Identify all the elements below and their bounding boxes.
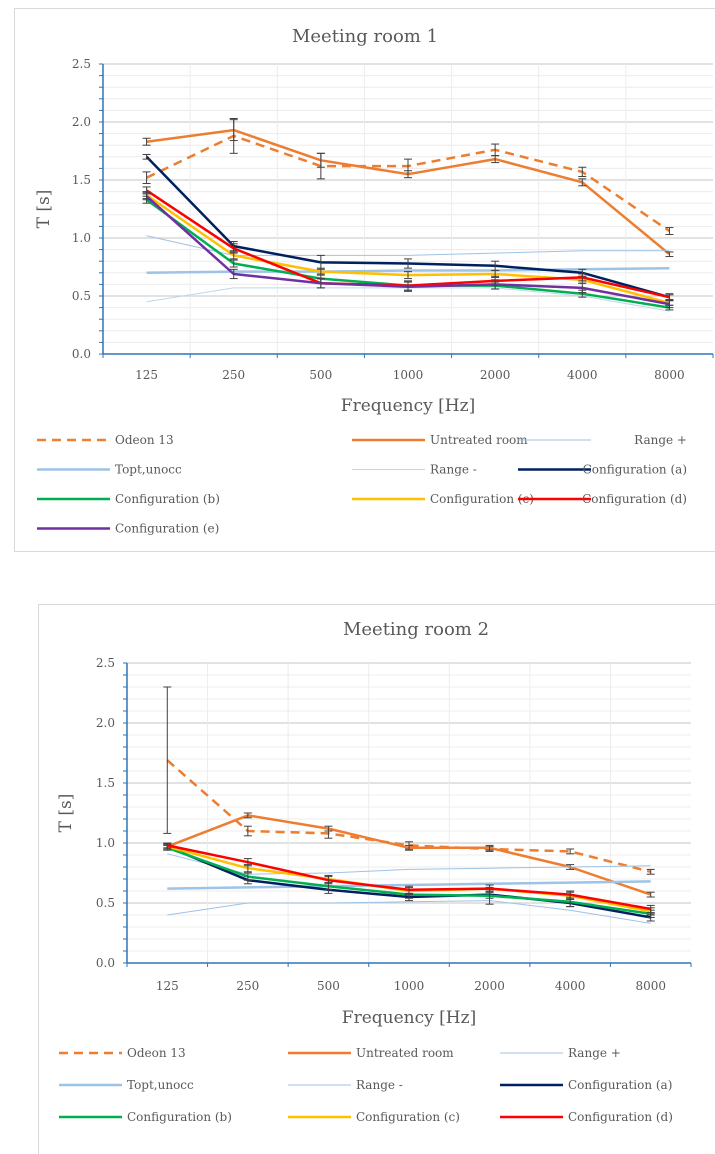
y-tick-label: 1.0 (72, 231, 91, 245)
x-tick-label: 4000 (555, 979, 586, 993)
series-line-topt-unocc (167, 880, 651, 890)
legend-label: Configuration (a) (568, 1078, 672, 1092)
legend-label: Odeon 13 (127, 1046, 186, 1060)
chart-title: Meeting room 2 (343, 619, 489, 640)
legend-label: Configuration (b) (127, 1110, 232, 1124)
y-tick-label: 1.5 (96, 776, 115, 790)
x-axis-label: Frequency [Hz] (342, 1008, 476, 1028)
legend-label: Untreated room (356, 1046, 454, 1060)
y-tick-label: 1.5 (72, 173, 91, 187)
x-tick-label: 250 (222, 368, 245, 382)
series-line-range (167, 853, 651, 875)
y-tick-label: 2.0 (72, 115, 91, 129)
legend-label: Range + (568, 1046, 621, 1060)
series-line-range (167, 900, 651, 924)
legend-label: Range + (634, 433, 687, 447)
legend-label: Odeon 13 (115, 433, 174, 447)
legend-label: Topt,unocc (115, 463, 182, 477)
chart-title: Meeting room 1 (292, 26, 438, 47)
chart-1-svg: 0.0 0.5 1.0 1.5 2.0 2.5 125 250 500 1000 2000 4000 8… (34, 26, 714, 536)
y-tick-label: 1.0 (96, 836, 115, 850)
y-tick-label: 2.0 (96, 716, 115, 730)
legend-label: Configuration (a) (583, 463, 687, 477)
chart-2-svg: 0.0 0.5 1.0 1.5 2.0 2.5 125 250 500 1000 2000 4000 8… (56, 619, 692, 1124)
y-axis-label: T [s] (56, 794, 76, 833)
legend-label: Topt,unocc (127, 1078, 194, 1092)
x-tick-label: 125 (156, 979, 179, 993)
x-axis-label: Frequency [Hz] (341, 396, 475, 416)
x-tick-label: 250 (236, 979, 259, 993)
series-line-odeon-13 (146, 134, 671, 233)
legend-label: Configuration (d) (568, 1110, 673, 1124)
x-tick-label: 125 (135, 368, 158, 382)
legend-label: Range - (356, 1078, 403, 1092)
y-tick-label: 2.5 (96, 656, 115, 670)
x-tick-label: 1000 (393, 368, 424, 382)
x-tick-label: 2000 (474, 979, 505, 993)
x-tick-label: 2000 (480, 368, 511, 382)
y-tick-label: 0.0 (72, 347, 91, 361)
legend-label: Configuration (c) (356, 1110, 460, 1124)
y-axis-label: T [s] (34, 190, 54, 229)
chart-meeting-room-2: 0.0 0.5 1.0 1.5 2.0 2.5 125 250 500 1000 2000 4000 8… (38, 604, 715, 1154)
legend-label: Configuration (c) (430, 492, 534, 506)
y-tick-label: 0.0 (96, 956, 115, 970)
x-tick-label: 4000 (567, 368, 598, 382)
x-tick-label: 8000 (654, 368, 685, 382)
legend-label: Configuration (d) (582, 492, 687, 506)
legend-label: Range - (430, 463, 477, 477)
x-tick-label: 1000 (394, 979, 425, 993)
y-tick-label: 0.5 (96, 896, 115, 910)
legend-label: Untreated room (430, 433, 528, 447)
x-tick-label: 8000 (635, 979, 666, 993)
x-tick-label: 500 (317, 979, 340, 993)
chart-meeting-room-1: 0.0 0.5 1.0 1.5 2.0 2.5 125 250 500 1000 2000 4000 8… (14, 8, 715, 552)
legend-label: Configuration (e) (115, 522, 219, 536)
y-tick-label: 0.5 (72, 289, 91, 303)
x-tick-label: 500 (309, 368, 332, 382)
y-tick-label: 2.5 (72, 57, 91, 71)
legend-label: Configuration (b) (115, 492, 220, 506)
